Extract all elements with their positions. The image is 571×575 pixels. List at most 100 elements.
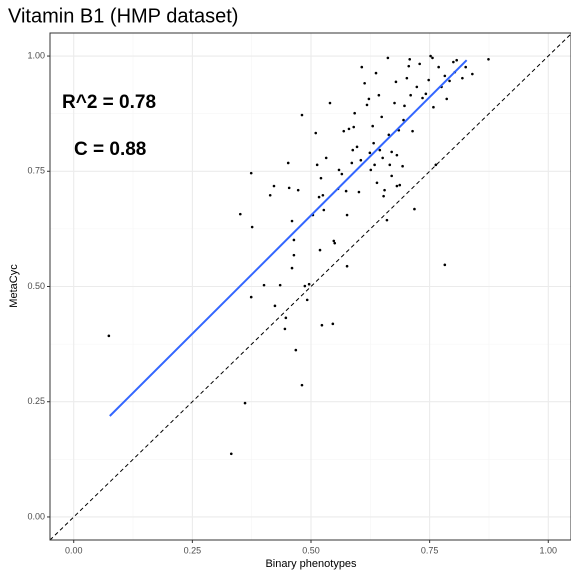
identity-line [49, 33, 571, 541]
point [385, 218, 389, 222]
point [418, 62, 421, 66]
point [292, 253, 296, 257]
point [331, 322, 335, 326]
point [300, 113, 304, 117]
point [303, 284, 307, 288]
point [452, 60, 455, 64]
point [369, 168, 373, 172]
point [395, 184, 399, 188]
point [421, 96, 424, 100]
point [355, 145, 359, 149]
point [394, 80, 398, 84]
point [382, 194, 385, 198]
point [243, 401, 247, 405]
point [360, 65, 364, 69]
point [351, 148, 355, 152]
point [413, 207, 416, 211]
point [375, 181, 379, 185]
point [429, 54, 432, 58]
y-tick-label: 1.00 [27, 50, 45, 60]
point [332, 239, 336, 243]
point [380, 115, 384, 119]
chart-title: Vitamin B1 (HMP dataset) [8, 5, 238, 27]
point [432, 105, 435, 109]
point [328, 101, 332, 105]
point [268, 193, 272, 197]
point [250, 225, 254, 229]
point [305, 298, 309, 302]
x-tick-label: 0.25 [184, 545, 202, 555]
point [377, 93, 381, 97]
point [283, 327, 287, 331]
point [431, 56, 434, 60]
point [390, 150, 393, 154]
x-tick-label: 1.00 [540, 545, 558, 555]
point [344, 189, 348, 193]
point [445, 97, 449, 101]
point [408, 57, 412, 61]
point [345, 264, 349, 268]
x-tick-label: 0.00 [65, 545, 83, 555]
point [342, 129, 346, 133]
point [402, 118, 405, 122]
point [337, 168, 341, 172]
point [296, 188, 300, 192]
point [321, 193, 325, 197]
point [340, 172, 344, 176]
point [290, 219, 294, 223]
point [443, 263, 447, 267]
point [387, 133, 391, 137]
point [345, 213, 349, 217]
point [324, 156, 328, 160]
point [249, 295, 253, 299]
point [448, 79, 451, 83]
point [290, 266, 294, 270]
point [411, 129, 414, 133]
point [401, 164, 404, 168]
y-axis-label: MetaCyc [8, 264, 20, 308]
point [464, 65, 468, 69]
point [229, 452, 233, 456]
panel-border [49, 32, 571, 541]
point [365, 103, 369, 107]
y-tick-label: 0.25 [27, 396, 45, 406]
point [286, 161, 290, 165]
point [352, 125, 356, 129]
point [318, 248, 322, 252]
y-tick-label: 0.50 [27, 281, 45, 291]
point [317, 195, 321, 199]
fit-line [109, 59, 468, 417]
point [272, 184, 276, 188]
point [333, 241, 337, 245]
point [347, 127, 351, 131]
point [292, 238, 296, 242]
point [359, 158, 363, 162]
point [388, 163, 392, 167]
point [434, 163, 438, 167]
point [300, 383, 304, 387]
point [403, 104, 406, 108]
point [398, 183, 402, 187]
point [368, 151, 372, 155]
point [427, 78, 430, 82]
point [383, 188, 386, 192]
point [107, 334, 111, 338]
point [395, 153, 399, 157]
x-tick-label: 0.75 [421, 545, 439, 555]
point [249, 171, 253, 175]
point [407, 64, 411, 68]
annotation: C = 0.88 [74, 139, 146, 160]
point [262, 283, 266, 287]
point [294, 348, 298, 352]
point [455, 58, 458, 62]
point [424, 92, 428, 96]
point [393, 101, 396, 105]
point [415, 85, 419, 89]
x-axis-label: Binary phenotypes [265, 558, 357, 570]
point [367, 97, 371, 101]
point [409, 93, 412, 97]
point [278, 283, 282, 287]
point [315, 163, 319, 167]
point [405, 76, 409, 80]
